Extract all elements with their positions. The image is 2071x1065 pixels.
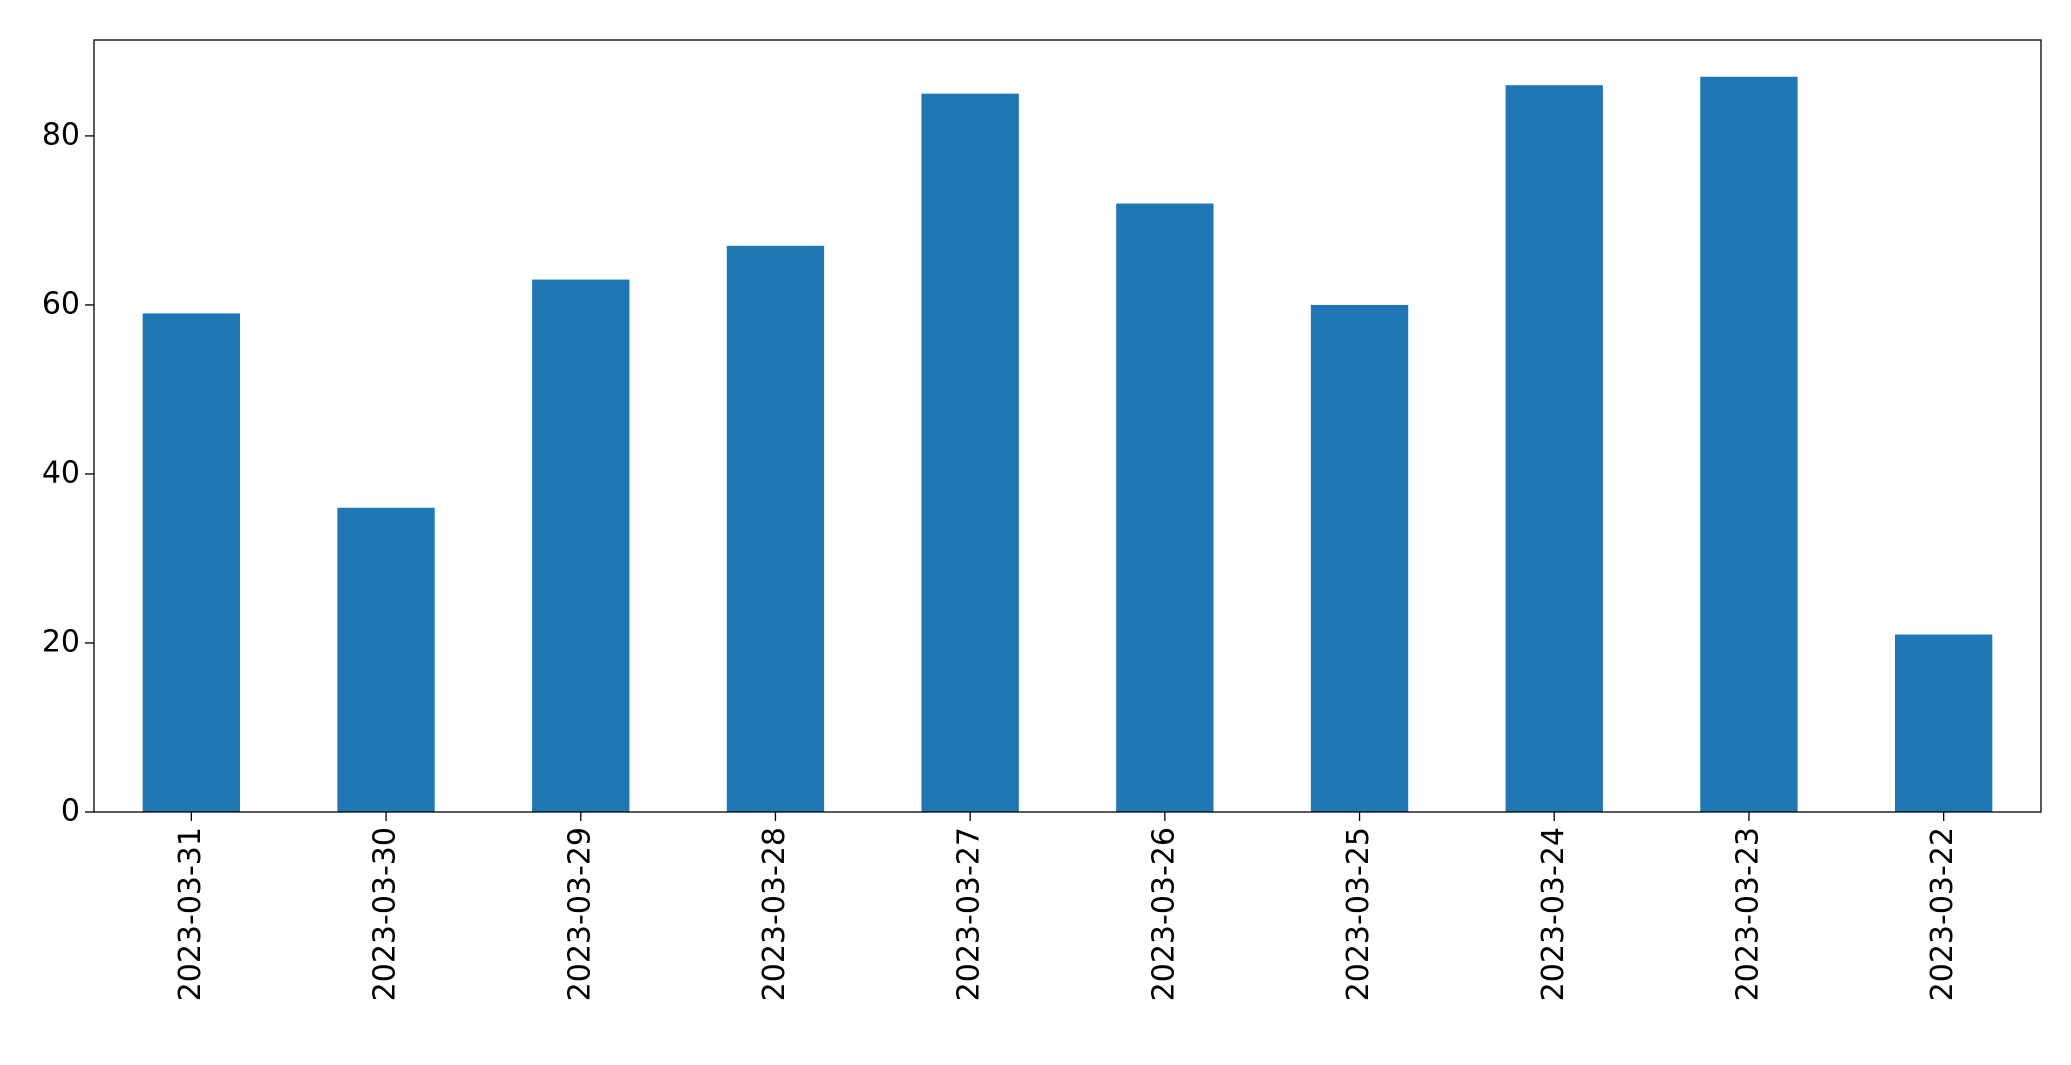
x-tick-label: 2023-03-30 [368, 827, 403, 1001]
bar [1894, 634, 1993, 812]
bar [921, 93, 1019, 812]
x-tick-label: 2023-03-22 [1925, 827, 1960, 1001]
y-tick-label: 0 [61, 794, 80, 829]
x-tick-label: 2023-03-26 [1146, 827, 1181, 1001]
bar [532, 279, 630, 813]
x-tick-label: 2023-03-28 [757, 827, 792, 1001]
y-tick-label: 60 [42, 286, 80, 321]
bar [726, 245, 825, 812]
bar [1700, 76, 1798, 812]
y-tick-label: 40 [42, 455, 80, 490]
x-tick-label: 2023-03-23 [1730, 827, 1765, 1001]
x-tick-label: 2023-03-31 [173, 827, 208, 1001]
y-tick-label: 20 [42, 624, 80, 659]
x-tick-label: 2023-03-29 [562, 827, 597, 1001]
plot-frame [93, 39, 2042, 813]
x-tick-label: 2023-03-25 [1341, 827, 1376, 1001]
bar [1116, 203, 1214, 812]
y-tick-label: 80 [42, 117, 80, 152]
bar [1505, 85, 1603, 813]
x-tick-label: 2023-03-27 [952, 827, 987, 1001]
bar [337, 507, 435, 812]
x-tick-label: 2023-03-24 [1536, 827, 1571, 1001]
bar [1310, 304, 1409, 812]
bar [142, 313, 241, 812]
